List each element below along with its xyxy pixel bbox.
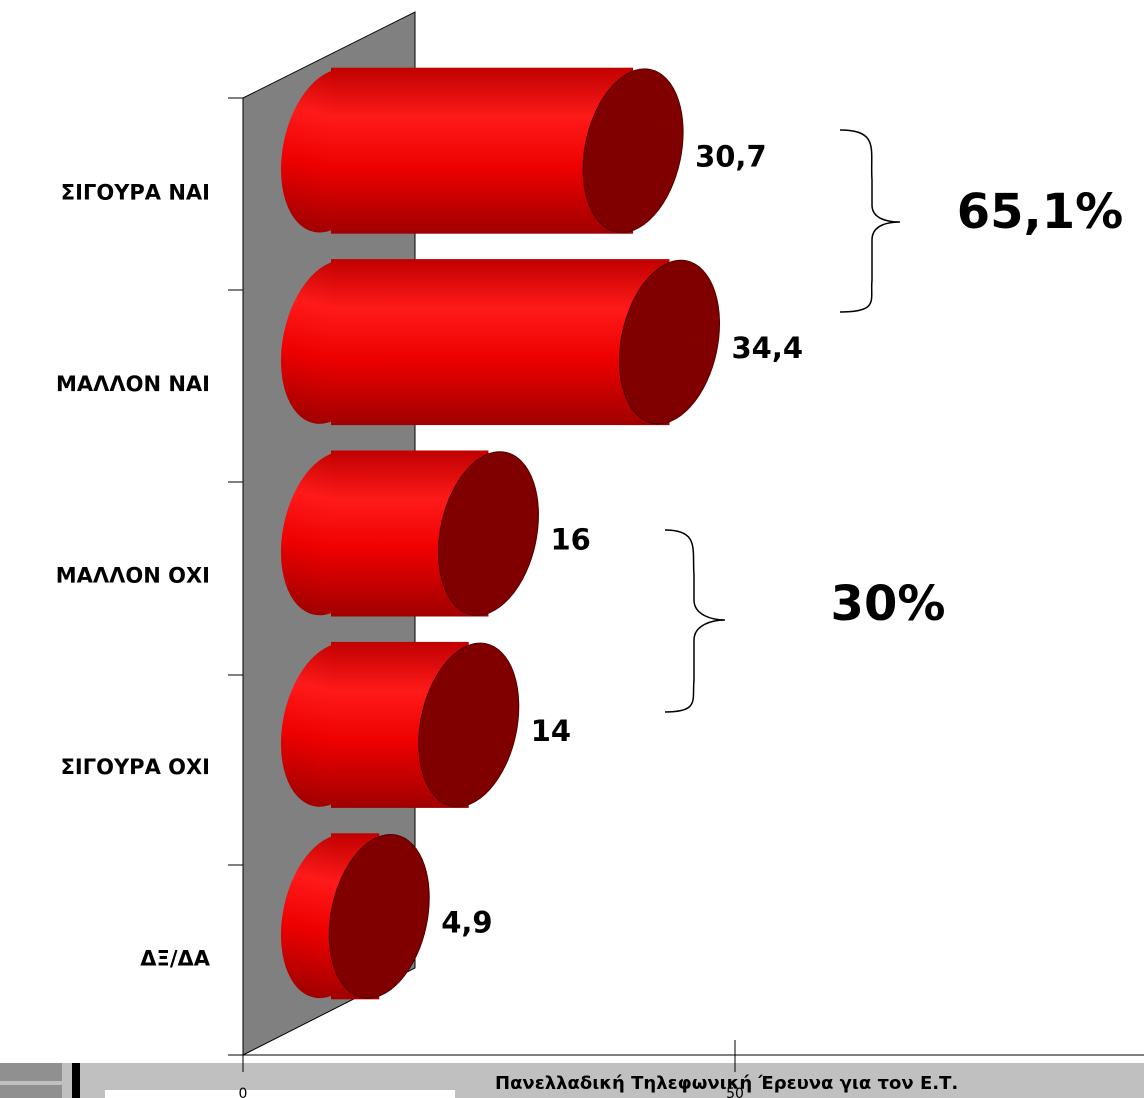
category-ticks bbox=[228, 97, 243, 866]
logo-block bbox=[0, 1085, 62, 1098]
category-label: ΔΞ/ΔΑ bbox=[140, 946, 210, 970]
bar-cap bbox=[418, 642, 520, 808]
value-label: 4,9 bbox=[441, 905, 492, 939]
footer-text: Πανελλαδική Τηλεφωνική Έρευνα για τον Ε.… bbox=[495, 1073, 958, 1094]
x-axis-ticks: 0 50 bbox=[239, 1040, 744, 1098]
value-label: 30,7 bbox=[695, 140, 767, 174]
x-tick-label: 50 bbox=[726, 1086, 744, 1098]
bar-cap bbox=[328, 834, 430, 999]
logo-bar bbox=[72, 1063, 80, 1098]
bar bbox=[280, 833, 430, 1000]
category-label: ΜΑΛΛΟΝ ΟΧΙ bbox=[56, 564, 210, 588]
category-label: ΣΙΓΟΥΡΑ ΟΧΙ bbox=[61, 755, 210, 779]
plot: 30,7 ΣΙΓΟΥΡΑ ΝΑΙ 34,4 ΜΑΛΛΟΝ ΝΑΙ 16 ΜΑΛΛΟΝ ΟΧ… bbox=[56, 67, 803, 1000]
bar bbox=[280, 641, 520, 808]
x-tick-label: 0 bbox=[239, 1086, 248, 1098]
bar-cap bbox=[618, 259, 721, 425]
bar bbox=[280, 259, 721, 426]
annotation: 65,1% bbox=[957, 184, 1124, 240]
value-label: 14 bbox=[531, 714, 571, 748]
bar bbox=[280, 67, 684, 234]
annotation: 30% bbox=[831, 576, 946, 632]
footer-box bbox=[105, 1090, 455, 1098]
value-label: 34,4 bbox=[731, 331, 803, 365]
category-label: ΜΑΛΛΟΝ ΝΑΙ bbox=[56, 372, 210, 396]
bar-cap bbox=[437, 451, 539, 616]
bar-body bbox=[331, 67, 634, 234]
brace bbox=[664, 529, 726, 713]
bar bbox=[280, 450, 539, 617]
logo-block bbox=[0, 1063, 62, 1081]
category-label: ΣΙΓΟΥΡΑ ΝΑΙ bbox=[61, 181, 210, 205]
bar-body bbox=[331, 259, 670, 426]
brace bbox=[839, 129, 901, 313]
value-label: 16 bbox=[550, 523, 590, 557]
bar-cap bbox=[582, 68, 684, 233]
